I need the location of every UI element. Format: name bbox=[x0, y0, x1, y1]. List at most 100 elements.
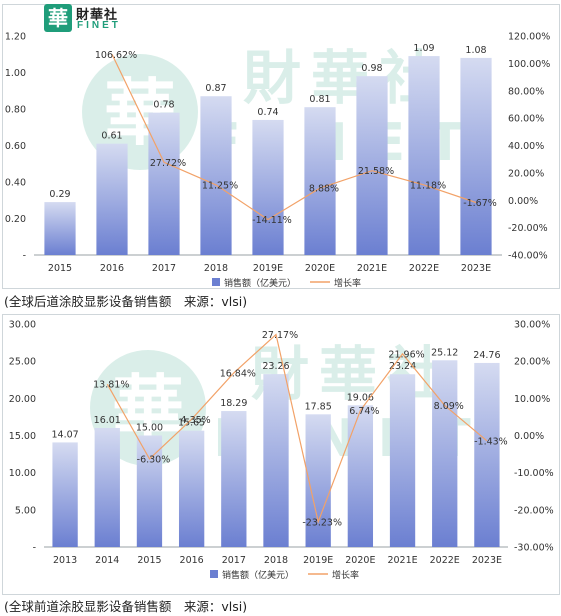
x-tick-label: 2013 bbox=[53, 555, 77, 566]
x-tick-label: 2023E bbox=[472, 555, 502, 566]
bar bbox=[221, 411, 247, 547]
y-tick-label: 0.80 bbox=[5, 105, 26, 116]
bar bbox=[263, 374, 289, 547]
chart-panel-bottom: 華財華社FINET-5.0010.0015.0020.0025.0030.00-… bbox=[0, 312, 561, 616]
bar-data-label: 17.85 bbox=[305, 401, 332, 412]
logo-mark-icon: 華 bbox=[44, 4, 72, 32]
legend-swatch-bar bbox=[210, 570, 218, 578]
x-tick-label: 2020E bbox=[345, 555, 375, 566]
x-tick-label: 2023E bbox=[461, 263, 491, 274]
bar-data-label: 1.09 bbox=[413, 43, 434, 54]
line-data-label: -1.67% bbox=[463, 198, 497, 209]
y-tick-label: - bbox=[23, 251, 26, 262]
y-tick-label: 10.00 bbox=[9, 468, 36, 479]
line-data-label: -23.23% bbox=[302, 517, 342, 528]
y-tick-label: 1.20 bbox=[5, 32, 26, 43]
bar bbox=[408, 56, 440, 256]
growth-line bbox=[106, 333, 488, 524]
bar-data-label: 18.29 bbox=[220, 398, 247, 409]
bar-data-label: 15.00 bbox=[136, 423, 163, 434]
x-tick-label: 2018 bbox=[264, 555, 288, 566]
bar bbox=[200, 96, 232, 255]
x-tick-label: 2019E bbox=[253, 263, 283, 274]
x-tick-label: 2014 bbox=[95, 555, 119, 566]
chart-panel-top: 華財華社 FINET -0.20 0.40 0.60 0.80 1.00 1.20 -40.00… bbox=[4, 32, 550, 310]
bar-data-label: 25.12 bbox=[431, 347, 458, 358]
legend-label-line: 增长率 bbox=[332, 569, 359, 581]
legend-label-bar: 销售额（亿美元） bbox=[224, 277, 296, 289]
watermark-name-cn: 財華社 bbox=[243, 44, 447, 112]
finet-logo: 華 財華社 FINET bbox=[44, 4, 154, 36]
growth-line bbox=[111, 54, 477, 221]
bar bbox=[305, 414, 331, 547]
x-tick-label: 2016 bbox=[100, 263, 124, 274]
bar bbox=[52, 442, 78, 547]
bar-data-label: 23.24 bbox=[389, 361, 416, 372]
y2-tick-label: 30.00% bbox=[514, 320, 550, 331]
bar-data-label: 16.01 bbox=[94, 415, 121, 426]
x-tick-label: 2016 bbox=[180, 555, 204, 566]
y2-tick-label: -40.00% bbox=[508, 251, 548, 262]
x-tick-label: 2017 bbox=[222, 555, 246, 566]
x-tick-label: 2018 bbox=[204, 263, 228, 274]
bar-data-label: 24.76 bbox=[473, 350, 500, 361]
chart-bottom-svg: 華財華社FINET-5.0010.0015.0020.0025.0030.00-… bbox=[9, 320, 554, 582]
line-data-label: 27.17% bbox=[262, 330, 298, 341]
legend-label-line: 增长率 bbox=[334, 277, 361, 289]
line-data-label: 27.72% bbox=[150, 158, 186, 169]
logo-name-cn: 財華社 bbox=[76, 8, 119, 23]
chart-frame-top bbox=[2, 4, 560, 289]
x-tick-label: 2020E bbox=[305, 263, 335, 274]
line-data-label: 8.09% bbox=[434, 401, 464, 412]
y2-tick-label: 60.00% bbox=[508, 114, 544, 125]
bar bbox=[304, 107, 336, 255]
line-data-label: -14.11% bbox=[252, 215, 292, 226]
bar-data-label: 15.65 bbox=[178, 418, 205, 429]
y-tick-label: 15.00 bbox=[9, 431, 36, 442]
x-tick-label: 2015 bbox=[48, 263, 72, 274]
bar bbox=[94, 427, 120, 547]
bar-data-label: 14.07 bbox=[51, 429, 78, 440]
bar bbox=[347, 405, 374, 547]
chart-frame-bottom bbox=[2, 314, 560, 595]
y-tick-label: 0.40 bbox=[5, 178, 26, 189]
y-tick-label: 25.00 bbox=[9, 357, 36, 368]
line-data-label: 16.84% bbox=[220, 368, 256, 379]
x-tick-label: 2021E bbox=[357, 263, 387, 274]
watermark-name-en: FINET bbox=[205, 113, 484, 173]
y2-tick-label: 40.00% bbox=[508, 141, 544, 152]
y-tick-label: 0.60 bbox=[5, 141, 26, 152]
bar bbox=[44, 202, 76, 255]
bar-data-label: 1.08 bbox=[465, 45, 486, 56]
bar-data-label: 23.26 bbox=[262, 361, 289, 372]
legend: 销售额（亿美元） 增长率 bbox=[212, 277, 361, 289]
line-data-label: 106.62% bbox=[95, 50, 137, 61]
bar bbox=[178, 430, 205, 547]
line-data-label: 21.58% bbox=[358, 166, 394, 177]
bar bbox=[356, 76, 388, 256]
y2-tick-label: -10.00% bbox=[514, 468, 554, 479]
y2-tick-label: 10.00% bbox=[514, 394, 550, 405]
bar-data-label: 0.87 bbox=[205, 83, 226, 94]
line-data-label: 4.35% bbox=[181, 415, 211, 426]
bar-data-label: 0.81 bbox=[309, 94, 330, 105]
line-data-label: 6.74% bbox=[349, 406, 379, 417]
bar bbox=[252, 119, 284, 255]
x-tick-label: 2021E bbox=[387, 555, 417, 566]
line-data-label: 11.25% bbox=[202, 180, 238, 191]
y-tick-label: 30.00 bbox=[9, 320, 36, 331]
y2-tick-label: -20.00% bbox=[508, 223, 548, 234]
y2-tick-label: 0.00% bbox=[514, 431, 544, 442]
y-tick-label: 5.00 bbox=[15, 505, 36, 516]
line-data-label: 13.81% bbox=[93, 380, 129, 391]
y2-tick-label: -20.00% bbox=[514, 505, 554, 516]
bar-data-label: 19.06 bbox=[347, 392, 374, 403]
y2-tick-label: -30.00% bbox=[514, 543, 554, 554]
line-data-label: 21.96% bbox=[388, 349, 424, 360]
bar bbox=[96, 143, 128, 255]
x-tick-label: 2015 bbox=[137, 555, 161, 566]
y-tick-label: 1.00 bbox=[5, 68, 26, 79]
logo-name-en: FINET bbox=[77, 20, 121, 31]
bar bbox=[474, 362, 500, 547]
